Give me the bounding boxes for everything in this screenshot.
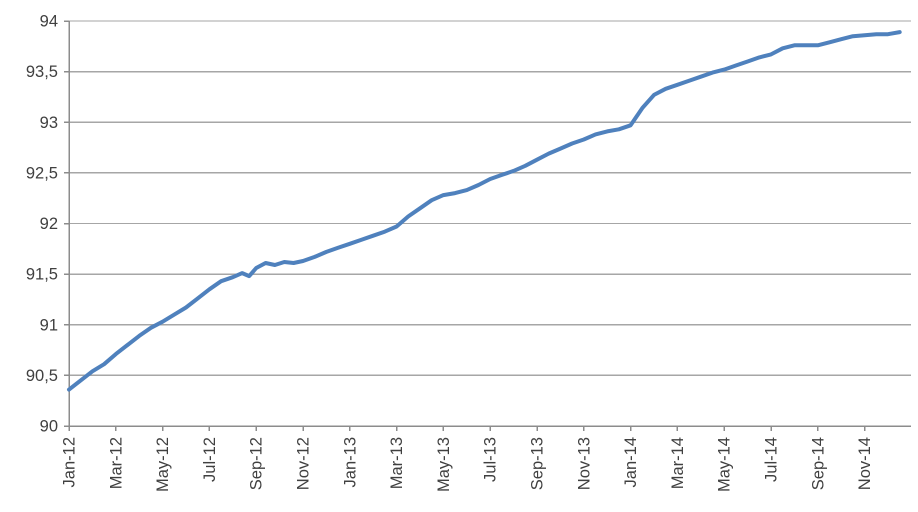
x-tick-label: May-13: [435, 437, 453, 492]
y-tick-label: 93: [40, 114, 58, 132]
axes-group: [64, 20, 911, 431]
y-tick-label: 91,5: [26, 266, 58, 284]
axis-labels-group: 90 90,5 91 91,5 92 92,5 93 93,5 94 Jan-12 Mar-12 Ma…: [26, 13, 874, 493]
x-tick-label: Jul-14: [763, 437, 781, 482]
x-tick-label: May-14: [716, 437, 734, 492]
gridlines-group: [69, 20, 911, 377]
x-tick-label: Nov-13: [575, 437, 593, 490]
x-tick-label: Jul-12: [201, 437, 219, 482]
y-tick-label: 90,5: [26, 367, 58, 385]
y-tick-label: 93,5: [26, 63, 58, 81]
y-tick-label: 92,5: [26, 164, 58, 182]
x-tick-label: Sep-12: [248, 437, 266, 490]
x-tick-label: Jul-13: [482, 437, 500, 482]
y-tick-label: 92: [40, 215, 58, 233]
x-tick-label: Sep-13: [529, 437, 547, 490]
data-series-line: [67, 30, 902, 392]
x-tick-label: Mar-12: [107, 437, 125, 489]
x-tick-label: Mar-13: [388, 437, 406, 489]
x-tick-label: Jan-14: [622, 437, 640, 487]
x-tick-label: Jan-13: [341, 437, 359, 487]
y-tick-label: 94: [40, 13, 58, 31]
y-tick-label: 91: [40, 316, 58, 334]
x-tick-label: May-12: [154, 437, 172, 492]
x-tick-label: Jan-12: [61, 437, 79, 487]
data-series-group: [67, 30, 902, 392]
x-tick-label: Nov-14: [856, 437, 874, 490]
y-tick-label: 90: [40, 418, 58, 436]
x-tick-label: Sep-14: [809, 437, 827, 490]
x-tick-label: Mar-14: [669, 437, 687, 489]
x-tick-label: Nov-12: [295, 437, 313, 490]
